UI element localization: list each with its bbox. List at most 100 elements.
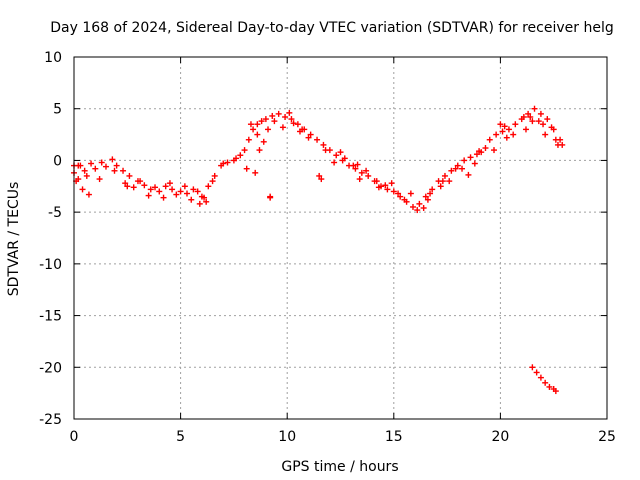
data-point bbox=[525, 110, 532, 117]
data-point bbox=[120, 167, 127, 174]
axis-ticks: 0 5 10 15 20 25 -25 -20 -15 -10 -5 0 5 10 bbox=[39, 50, 616, 445]
data-point bbox=[363, 167, 370, 174]
data-point bbox=[499, 128, 506, 135]
data-point bbox=[177, 188, 184, 195]
data-point bbox=[542, 379, 549, 386]
data-point bbox=[85, 191, 92, 198]
data-point bbox=[318, 176, 325, 183]
data-point bbox=[486, 136, 493, 143]
y-tick-label: 0 bbox=[53, 153, 62, 169]
data-point bbox=[331, 159, 338, 166]
data-point bbox=[286, 109, 293, 116]
data-point bbox=[535, 118, 542, 125]
data-point bbox=[269, 112, 276, 119]
data-point bbox=[467, 154, 474, 161]
x-tick-label: 5 bbox=[176, 429, 185, 445]
data-point bbox=[409, 203, 416, 210]
data-point bbox=[424, 196, 431, 203]
data-point bbox=[358, 169, 365, 176]
data-point bbox=[437, 183, 444, 190]
data-point bbox=[275, 110, 282, 117]
data-point bbox=[181, 183, 188, 190]
data-point bbox=[407, 190, 414, 197]
data-point bbox=[497, 121, 504, 128]
data-point bbox=[241, 147, 248, 154]
data-point bbox=[401, 196, 408, 203]
data-point bbox=[156, 188, 163, 195]
data-point bbox=[254, 121, 261, 128]
data-point bbox=[173, 191, 180, 198]
data-point bbox=[92, 165, 99, 172]
data-point bbox=[529, 118, 536, 125]
y-tick-label: -20 bbox=[39, 360, 62, 376]
data-point bbox=[305, 134, 312, 141]
data-point bbox=[141, 182, 148, 189]
data-point bbox=[124, 183, 131, 190]
data-point bbox=[130, 184, 137, 191]
data-point bbox=[256, 147, 263, 154]
y-tick-label: -10 bbox=[39, 257, 62, 273]
data-point bbox=[482, 145, 489, 152]
data-point bbox=[384, 186, 391, 193]
y-tick-label: 5 bbox=[53, 102, 62, 118]
y-tick-label: -25 bbox=[39, 412, 62, 428]
data-point bbox=[98, 159, 105, 166]
data-point bbox=[245, 136, 252, 143]
x-tick-label: 10 bbox=[278, 429, 296, 445]
chart-title: Day 168 of 2024, Sidereal Day-to-day VTE… bbox=[50, 20, 613, 36]
data-point bbox=[233, 155, 240, 162]
data-point bbox=[113, 162, 120, 169]
data-point bbox=[314, 136, 321, 143]
x-tick-label: 20 bbox=[491, 429, 509, 445]
data-point bbox=[471, 160, 478, 167]
data-point bbox=[390, 188, 397, 195]
data-point bbox=[109, 156, 116, 163]
data-point bbox=[152, 184, 159, 191]
data-point bbox=[203, 198, 210, 205]
data-point bbox=[282, 113, 289, 120]
data-point bbox=[260, 138, 267, 145]
data-point bbox=[183, 190, 190, 197]
data-point bbox=[290, 120, 297, 127]
x-tick-label: 0 bbox=[70, 429, 79, 445]
data-point bbox=[279, 124, 286, 131]
data-point bbox=[427, 190, 434, 197]
data-point bbox=[145, 192, 152, 199]
data-point bbox=[382, 182, 389, 189]
data-point bbox=[491, 147, 498, 154]
data-point bbox=[237, 152, 244, 159]
data-point bbox=[554, 141, 561, 148]
data-point bbox=[414, 207, 421, 214]
data-point bbox=[537, 374, 544, 381]
y-tick-label: -5 bbox=[48, 205, 62, 221]
data-point bbox=[540, 121, 547, 128]
data-point bbox=[512, 121, 519, 128]
data-point bbox=[79, 186, 86, 193]
data-point bbox=[422, 193, 429, 200]
data-point bbox=[247, 121, 254, 128]
data-point bbox=[533, 369, 540, 376]
data-point bbox=[160, 194, 167, 201]
data-point bbox=[147, 186, 154, 193]
data-point bbox=[552, 136, 559, 143]
data-point bbox=[537, 110, 544, 117]
data-point bbox=[252, 169, 259, 176]
data-point bbox=[224, 159, 231, 166]
data-point bbox=[122, 180, 129, 187]
data-point bbox=[429, 186, 436, 193]
data-point bbox=[96, 176, 103, 183]
data-point bbox=[166, 180, 173, 187]
data-point bbox=[341, 155, 348, 162]
data-point bbox=[546, 383, 553, 390]
data-point bbox=[137, 178, 144, 185]
data-point bbox=[505, 126, 512, 133]
data-point bbox=[250, 126, 257, 133]
data-point bbox=[307, 131, 314, 138]
y-tick-label: 10 bbox=[44, 50, 62, 66]
data-point bbox=[126, 172, 133, 179]
data-point bbox=[452, 165, 459, 172]
data-point bbox=[243, 165, 250, 172]
data-point bbox=[188, 196, 195, 203]
data-point bbox=[448, 167, 455, 174]
